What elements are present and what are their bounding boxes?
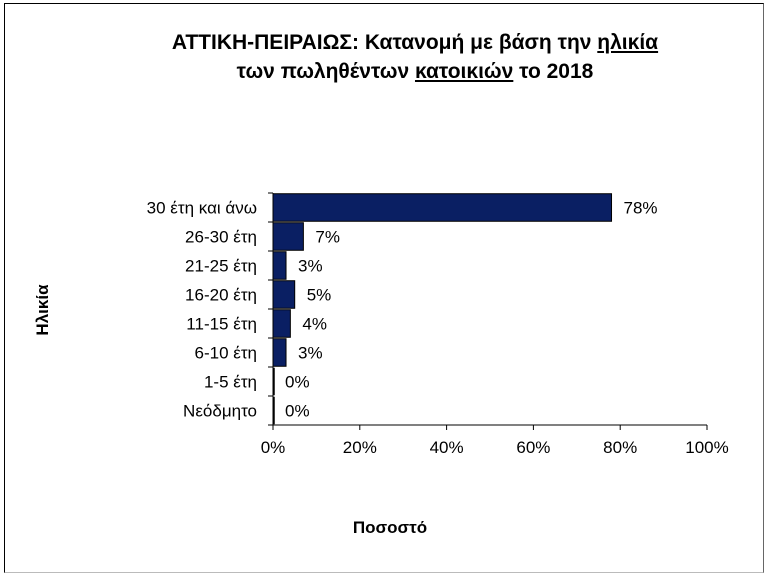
- category-label: 11-15 έτη: [186, 315, 257, 334]
- chart-frame: [4, 3, 764, 573]
- y-axis-label: Ηλικία: [33, 284, 52, 336]
- bar: [272, 222, 304, 251]
- data-label: 4%: [302, 315, 327, 334]
- category-label: 26-30 έτη: [185, 228, 257, 247]
- bar: [272, 309, 291, 338]
- data-label: 3%: [298, 344, 323, 363]
- category-label: 6-10 έτη: [195, 344, 258, 363]
- bar: [272, 251, 287, 280]
- title-line-2: των πωληθέντων κατοικιών το 2018: [236, 60, 594, 83]
- bar: [272, 193, 613, 222]
- data-label: 0%: [285, 402, 310, 421]
- category-label: 16-20 έτη: [185, 286, 257, 305]
- bar: [272, 338, 287, 367]
- category-label: Νεόδμητο: [183, 402, 257, 421]
- data-label: 0%: [285, 373, 310, 392]
- data-label: 5%: [307, 286, 332, 305]
- title-line-1: ΑΤΤΙΚΗ-ΠΕΙΡΑΙΩΣ: Κατανομή με βάση την ηλ…: [171, 31, 659, 54]
- category-label: 21-25 έτη: [185, 257, 257, 276]
- category-label: 30 έτη και άνω: [147, 199, 257, 218]
- bar: [272, 280, 296, 309]
- x-tick-label: 60%: [516, 438, 550, 457]
- x-tick-label: 0%: [261, 438, 286, 457]
- x-tick-label: 80%: [603, 438, 637, 457]
- chart-title: ΑΤΤΙΚΗ-ΠΕΙΡΑΙΩΣ: Κατανομή με βάση την ηλ…: [0, 28, 768, 86]
- data-label: 3%: [298, 257, 323, 276]
- x-axis-label: Ποσοστό: [352, 518, 428, 537]
- category-label: 1-5 έτη: [204, 373, 257, 392]
- data-label: 78%: [624, 199, 658, 218]
- x-tick-label: 100%: [685, 438, 728, 457]
- x-tick-label: 20%: [343, 438, 377, 457]
- x-tick-label: 40%: [430, 438, 464, 457]
- data-label: 7%: [315, 228, 340, 247]
